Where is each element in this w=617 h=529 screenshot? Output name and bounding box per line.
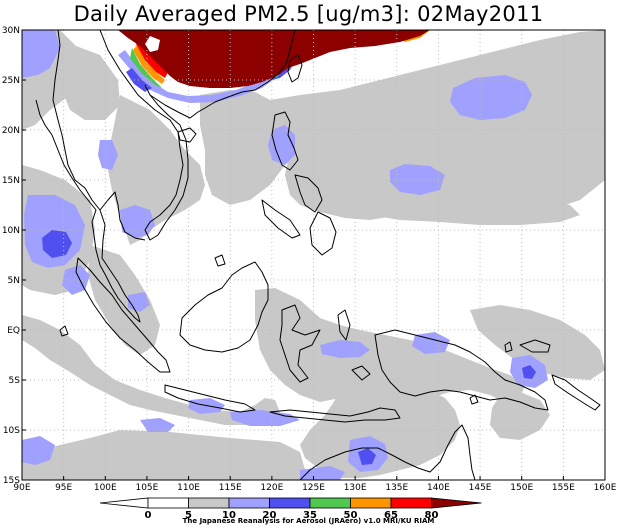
lon-tick-label: 140E bbox=[427, 483, 450, 493]
colorbar-bin bbox=[309, 497, 351, 509]
lon-tick-label: 110E bbox=[177, 483, 200, 493]
lon-tick-label: 90E bbox=[13, 483, 30, 493]
colorbar-over-arrow bbox=[431, 497, 482, 509]
colorbar-label: 35 bbox=[303, 510, 317, 521]
credit-line: The Japanese Reanalysis for Aerosol (JRA… bbox=[182, 517, 435, 525]
colorbar-bin bbox=[390, 497, 432, 509]
lon-tick-label: 120E bbox=[260, 483, 283, 493]
plume-gap bbox=[145, 36, 160, 52]
colorbar-label: 50 bbox=[344, 510, 358, 521]
lon-tick-label: 145E bbox=[469, 483, 492, 493]
map-title: Daily Averaged PM2.5 [ug/m3]: 02May2011 bbox=[73, 2, 544, 26]
lon-tick-label: 115E bbox=[219, 483, 242, 493]
lat-tick-label: 10S bbox=[3, 426, 20, 436]
lat-tick-label: EQ bbox=[7, 326, 20, 336]
lat-tick-label: 20N bbox=[2, 126, 20, 136]
colorbar-label: 20 bbox=[263, 510, 277, 521]
lat-tick-label: 15S bbox=[3, 476, 20, 486]
coastlines bbox=[35, 30, 601, 480]
colorbar-label: 10 bbox=[222, 510, 236, 521]
lon-tick-label: 100E bbox=[94, 483, 117, 493]
pm25-fields bbox=[22, 30, 605, 480]
lat-tick-label: 10N bbox=[2, 226, 20, 236]
axis-ticks: 90E 95E 100E 105E 110E 115E 120E 125E 130E 135E 14… bbox=[2, 26, 617, 493]
colorbar-bin bbox=[350, 497, 392, 509]
colorbar-label: 65 bbox=[384, 510, 398, 521]
graticule bbox=[22, 30, 605, 480]
colorbar-bin bbox=[188, 497, 230, 509]
lon-tick-label: 155E bbox=[552, 483, 575, 493]
colorbar: 0 5 10 20 35 50 65 80 bbox=[99, 497, 482, 521]
lon-tick-label: 135E bbox=[385, 483, 408, 493]
pm25-band-80-plus bbox=[118, 30, 430, 88]
lon-tick-label: 95E bbox=[55, 483, 72, 493]
lat-tick-label: 25N bbox=[2, 76, 20, 86]
lat-tick-label: 15N bbox=[2, 176, 20, 186]
lat-tick-label: 5N bbox=[8, 276, 20, 286]
colorbar-label: 80 bbox=[425, 510, 439, 521]
lon-tick-label: 105E bbox=[135, 483, 158, 493]
colorbar-bin bbox=[228, 497, 270, 509]
colorbar-bin bbox=[269, 497, 311, 509]
lon-tick-label: 125E bbox=[302, 483, 325, 493]
lat-tick-label: 30N bbox=[2, 26, 20, 36]
colorbar-label: 0 bbox=[145, 510, 152, 521]
lon-tick-label: 130E bbox=[344, 483, 367, 493]
lon-tick-label: 160E bbox=[594, 483, 617, 493]
lon-tick-label: 150E bbox=[510, 483, 533, 493]
colorbar-under-arrow bbox=[99, 497, 149, 509]
colorbar-bin bbox=[147, 497, 189, 509]
lat-tick-label: 5S bbox=[9, 376, 21, 386]
colorbar-label: 5 bbox=[185, 510, 192, 521]
